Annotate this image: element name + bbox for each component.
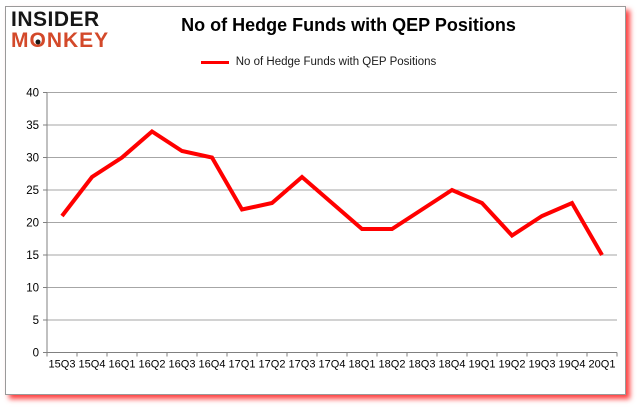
x-axis-label: 20Q1	[589, 359, 616, 371]
legend: No of Hedge Funds with QEP Positions	[0, 56, 637, 68]
legend-label: No of Hedge Funds with QEP Positions	[235, 56, 437, 68]
logo-monkey-eye-icon: O	[29, 29, 47, 52]
y-axis-label: 10	[26, 283, 39, 295]
x-axis-label: 18Q4	[439, 359, 466, 371]
logo-monkey-rest: NKEY	[46, 29, 110, 52]
y-axis-label: 35	[26, 120, 39, 132]
x-axis-label: 15Q4	[79, 359, 106, 371]
insider-monkey-logo: INSIDER MONKEY	[11, 9, 109, 51]
x-axis-label: 17Q2	[259, 359, 286, 371]
y-axis-label: 15	[26, 250, 39, 262]
x-axis-label: 16Q4	[199, 359, 226, 371]
x-axis-label: 18Q2	[379, 359, 406, 371]
y-axis-label: 25	[26, 185, 39, 197]
x-axis-label: 16Q2	[139, 359, 166, 371]
x-axis-label: 19Q1	[469, 359, 496, 371]
y-axis-label: 5	[33, 315, 39, 327]
y-axis-label: 30	[26, 153, 39, 165]
x-axis-label: 16Q3	[169, 359, 196, 371]
x-axis-label: 17Q4	[319, 359, 346, 371]
y-axis-label: 40	[26, 88, 39, 100]
logo-line-insider: INSIDER	[11, 8, 100, 31]
logo-line-monkey: MONKEY	[11, 30, 109, 51]
x-axis-label: 17Q1	[229, 359, 256, 371]
y-axis-label: 20	[26, 218, 39, 230]
x-axis-label: 15Q3	[49, 359, 76, 371]
x-axis-label: 16Q1	[109, 359, 136, 371]
chart-card	[5, 6, 626, 395]
x-axis-label: 18Q3	[409, 359, 436, 371]
x-axis-label: 19Q2	[499, 359, 526, 371]
series-line-hedge-funds	[60, 129, 604, 256]
legend-line-swatch-icon	[200, 60, 229, 64]
logo-monkey-m: M	[11, 29, 30, 52]
x-axis-label: 17Q3	[289, 359, 316, 371]
chart-title: No of Hedge Funds with QEP Positions	[181, 15, 516, 35]
y-axis-label: 0	[33, 348, 39, 360]
x-axis-label: 19Q3	[529, 359, 556, 371]
x-axis-label: 19Q4	[559, 359, 586, 371]
x-axis-label: 18Q1	[349, 359, 376, 371]
